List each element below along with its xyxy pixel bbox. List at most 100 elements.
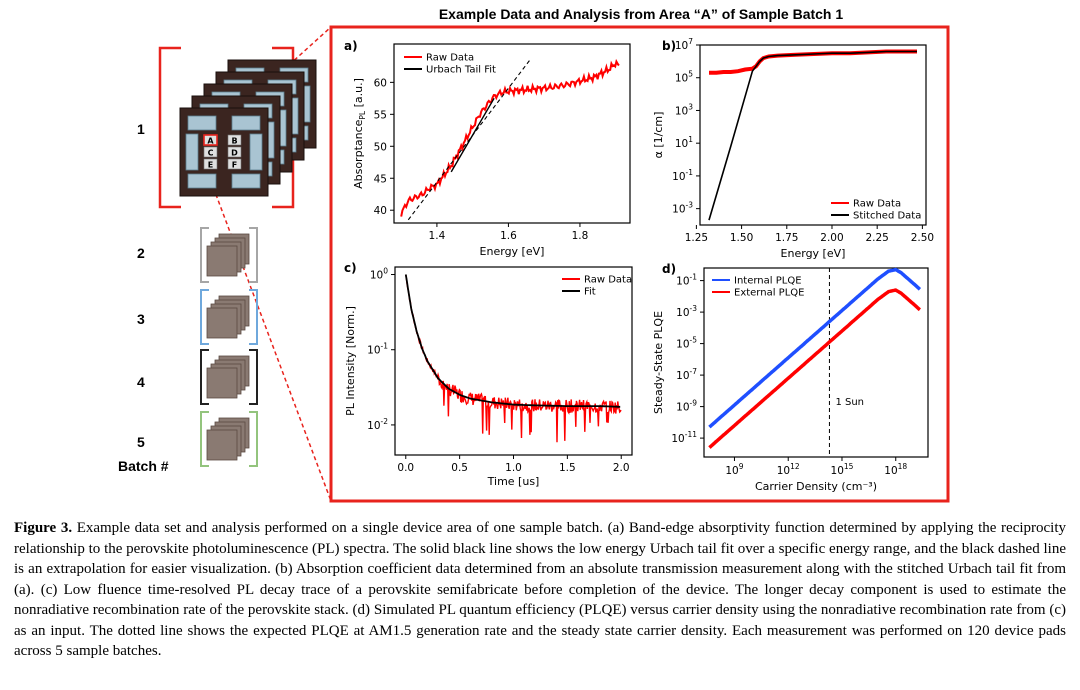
pad-box-f: [227, 158, 242, 170]
pad-letter-f: F: [232, 161, 237, 170]
plot-frame: [394, 266, 633, 456]
mini-chip: [206, 429, 238, 461]
y-tick-label: 55: [374, 109, 387, 121]
legend-label: Internal PLQE: [734, 276, 802, 287]
legend-label: Fit: [584, 287, 596, 298]
mini-chip: [206, 307, 238, 339]
pad-letter-b: B: [231, 137, 237, 146]
mini-chip: [206, 245, 238, 277]
x-tick-label: 1.8: [572, 230, 589, 242]
mini-chip: [206, 367, 238, 399]
chart-panel-a: 1.4 1.6 1.8 40 45 50 55 60 Energy [eV] Absorptanc…: [344, 39, 631, 258]
device-pad: [249, 133, 263, 171]
pad-letter-e: E: [208, 161, 213, 170]
y-tick-label: 10-3: [672, 201, 693, 216]
y-tick-label: 10-7: [676, 367, 697, 382]
plot-frame: [393, 43, 631, 224]
x-tick-label: 1.5: [559, 462, 576, 474]
device-pad: [231, 115, 261, 131]
y-tick-label: 105: [675, 70, 693, 85]
batch-label-5: 5: [137, 434, 145, 450]
panel-label-a: a): [344, 39, 358, 53]
panels-frame: [329, 25, 950, 503]
batch-2-5-stacks: [200, 227, 258, 467]
batch-labels: 1 2 3 4 5 Batch #: [118, 121, 169, 474]
x-tick-label: 2.50: [911, 232, 934, 244]
y-tick-label: 50: [374, 141, 387, 153]
chart-panel-b: 1.25 1.50 1.75 2.00 2.25 2.50 10-3 10-1 101 103 10…: [652, 37, 934, 260]
plot-frame: [703, 267, 929, 458]
batch-label-1: 1: [137, 121, 145, 137]
legend-label: Raw Data: [853, 199, 901, 210]
series-raw-data: [400, 58, 620, 217]
x-tick-label: 2.25: [865, 232, 888, 244]
device-pad: [185, 133, 199, 171]
pad-letter-a: A: [207, 137, 214, 146]
y-tick-label: 10-1: [367, 342, 388, 357]
batch-bracket-right: [249, 227, 258, 283]
x-tick-label: 1.25: [685, 232, 708, 244]
y-tick-label: 103: [675, 102, 693, 117]
x-tick-label: 2.00: [820, 232, 843, 244]
x-axis-label: Time [us]: [487, 475, 540, 488]
legend-label: Raw Data: [426, 53, 474, 64]
x-axis-label: Energy [eV]: [781, 247, 846, 260]
device-pad: [231, 173, 261, 189]
batch-bracket-left: [200, 227, 209, 283]
batch-1-device-stack: A B C D E F: [179, 59, 317, 197]
y-tick-label: 60: [374, 77, 387, 89]
y-tick-label: 10-2: [367, 417, 388, 432]
batch-bracket-right: [249, 349, 258, 405]
y-axis-label: α [1/cm]: [652, 112, 665, 159]
y-axis-label: Steady-State PLQE: [652, 311, 665, 414]
legend-label: External PLQE: [734, 288, 804, 299]
x-axis-label: Carrier Density (cm⁻³): [755, 480, 877, 493]
batch-label-3: 3: [137, 311, 145, 327]
y-tick-label: 101: [675, 135, 693, 150]
x-tick-label: 1.50: [730, 232, 753, 244]
series-external-plqe: [708, 288, 921, 449]
zoom-connector-bottom: [205, 167, 332, 502]
y-tick-label: 10-11: [671, 430, 697, 445]
figure-title: Example Data and Analysis from Area “A” …: [438, 6, 844, 22]
x-tick-label: 1.6: [500, 230, 517, 242]
plot-frame: [699, 44, 927, 226]
series-raw-data: [405, 274, 622, 443]
caption-text: Example data set and analysis performed …: [14, 520, 1067, 659]
batch-bracket-left: [200, 289, 209, 345]
legend-label: Raw Data: [584, 275, 632, 286]
x-tick-label: 1.75: [775, 232, 798, 244]
x-tick-label: 2.0: [613, 462, 630, 474]
x-tick-label: 0.0: [397, 462, 414, 474]
pad-box-a: [203, 134, 218, 146]
pad-box-b: [227, 134, 242, 146]
one-sun-annotation: 1 Sun: [835, 397, 864, 408]
chart-panel-d: 109 1012 1015 1018 10-1 10-3 10-5 10-7 10-9 10-11…: [652, 262, 929, 493]
device-pad: [187, 173, 217, 189]
panel-label-d: d): [662, 262, 676, 276]
series-fit: [404, 274, 621, 408]
device-pad: [187, 115, 217, 131]
y-tick-label: 10-1: [676, 273, 697, 288]
x-tick-label: 1015: [831, 462, 854, 477]
figure-caption: Figure 3. Example data set and analysis …: [14, 518, 1066, 662]
pad-letter-d: D: [231, 149, 238, 158]
pad-box-e: [203, 158, 218, 170]
pad-box-c: [203, 146, 218, 158]
y-tick-label: 107: [675, 37, 693, 52]
batch-bracket-left: [200, 349, 209, 405]
caption-label: Figure 3.: [14, 520, 73, 536]
x-axis-label: Energy [eV]: [480, 245, 545, 258]
panel-label-b: b): [662, 39, 676, 53]
y-tick-label: 100: [370, 267, 388, 282]
x-tick-label: 1012: [777, 462, 800, 477]
batch-bracket-left: [200, 411, 209, 467]
x-tick-label: 0.5: [451, 462, 468, 474]
y-tick-label: 10-5: [676, 336, 697, 351]
batch-bracket-right: [249, 411, 258, 467]
series-urbach-fit: [450, 97, 495, 173]
y-axis-label: PL Intensity [Norm.]: [344, 306, 357, 416]
panel-label-c: c): [344, 261, 357, 275]
figure-graphic: A BC DE F 1 2 3 4 5 Batch # 1.4 1.6 1.8404550…: [118, 25, 950, 503]
legend-label: Stitched Data: [853, 211, 921, 222]
